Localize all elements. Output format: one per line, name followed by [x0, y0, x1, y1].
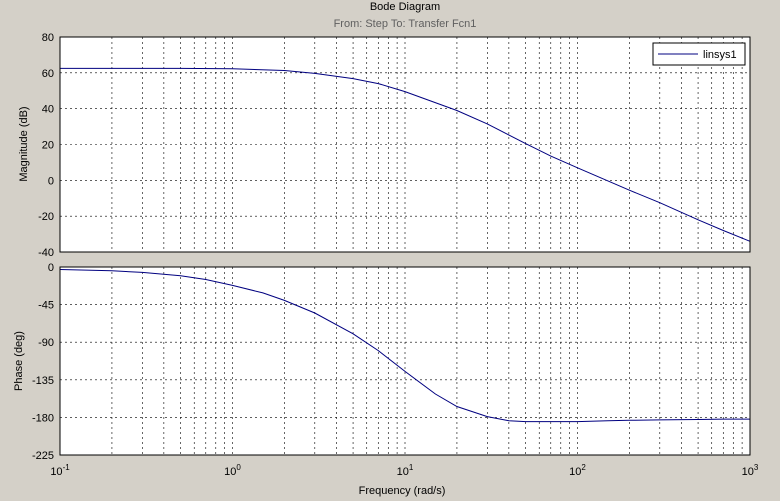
y-tick-label: -90: [38, 337, 54, 349]
x-tick-base: 10: [224, 466, 236, 478]
legend: linsys1: [652, 42, 746, 66]
y-tick-label: -45: [38, 300, 54, 312]
x-tick-base: 10: [742, 466, 754, 478]
x-tick-label: 101: [397, 463, 414, 478]
y-tick-label: -20: [38, 211, 54, 223]
y-tick-label: -40: [38, 247, 54, 259]
chart-subtitle: From: Step To: Transfer Fcn1: [334, 18, 477, 30]
y-tick-label: -225: [32, 450, 54, 462]
y-tick-label: 60: [42, 68, 54, 80]
phase-series-line: [59, 269, 750, 423]
magnitude-y-axis-label: Magnitude (dB): [18, 106, 30, 181]
y-tick-label: -135: [32, 375, 54, 387]
x-tick-base: 10: [397, 466, 409, 478]
x-tick-exponent: 0: [236, 463, 241, 472]
magnitude-series-line: [60, 67, 751, 242]
x-tick-exponent: 1: [409, 463, 414, 472]
y-tick-label: 40: [42, 104, 54, 116]
chart-title: Bode Diagram: [370, 1, 440, 13]
y-tick-label: 0: [48, 175, 54, 187]
x-tick-label: 10-1: [50, 463, 70, 478]
x-tick-base: 10: [50, 466, 62, 478]
x-tick-exponent: -1: [63, 463, 71, 472]
phase-y-ticks: 0 -45 -90 -135 -180 -225: [32, 262, 54, 462]
y-tick-label: 20: [42, 140, 54, 152]
legend-label: linsys1: [703, 49, 737, 61]
x-axis-label: Frequency (rad/s): [359, 485, 446, 497]
phase-plot-area: [60, 267, 750, 455]
y-tick-label: -180: [32, 412, 54, 424]
magnitude-plot-frame: [59, 36, 751, 253]
phase-plot-frame: [59, 266, 751, 456]
legend-box: [652, 42, 746, 66]
phase-grid: [60, 267, 750, 455]
x-tick-label: 100: [224, 463, 241, 478]
x-tick-labels: 10-1 100 101 102 103: [50, 463, 759, 478]
x-tick-exponent: 3: [754, 463, 759, 472]
x-tick-base: 10: [569, 466, 581, 478]
y-tick-label: 80: [42, 32, 54, 44]
magnitude-y-ticks: 80 60 40 20 0 -20 -40: [38, 32, 54, 259]
phase-y-axis-label: Phase (deg): [13, 331, 25, 391]
x-tick-exponent: 2: [581, 463, 586, 472]
y-tick-label: 0: [48, 262, 54, 274]
magnitude-grid: [60, 37, 750, 252]
x-tick-label: 102: [569, 463, 586, 478]
x-tick-label: 103: [742, 463, 759, 478]
